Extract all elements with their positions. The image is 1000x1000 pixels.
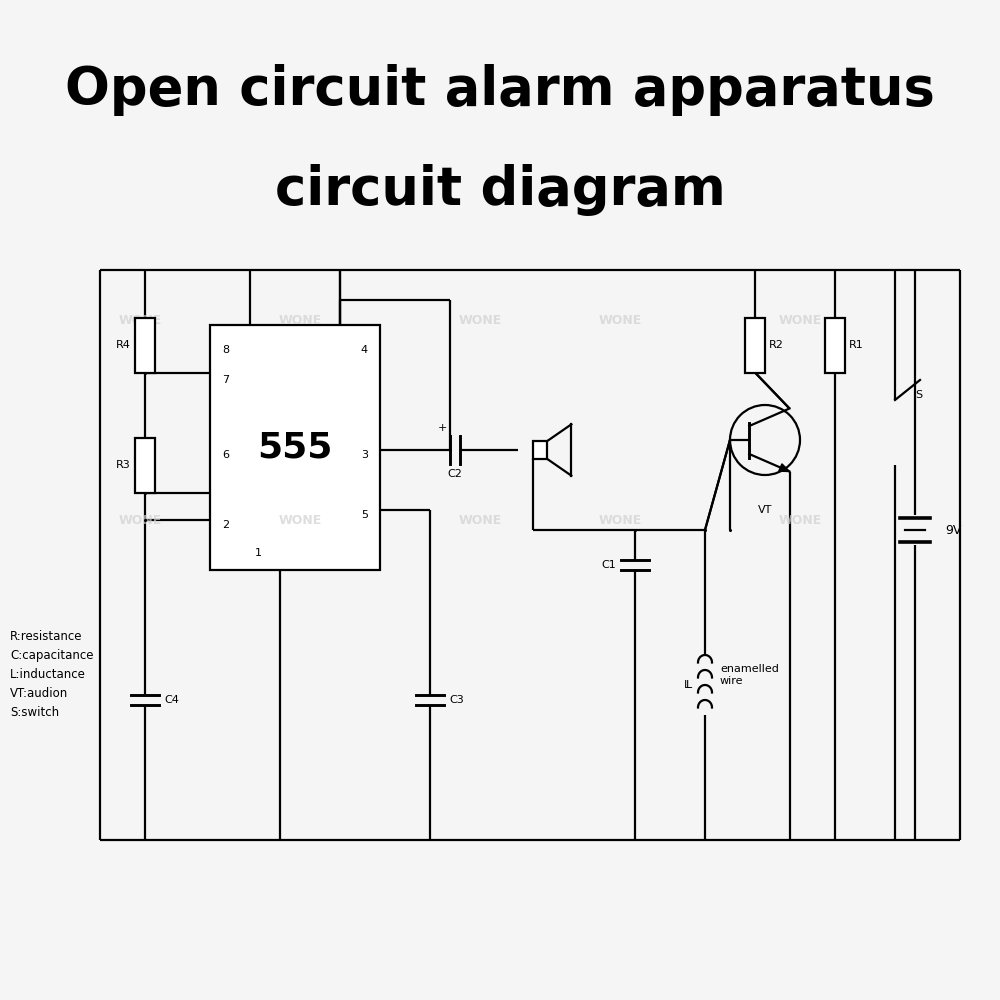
Text: C2: C2 bbox=[448, 469, 462, 479]
Text: R:resistance
C:capacitance
L:inductance
VT:audion
S:switch: R:resistance C:capacitance L:inductance … bbox=[10, 630, 94, 719]
Text: circuit diagram: circuit diagram bbox=[275, 164, 725, 216]
Text: WONE: WONE bbox=[118, 314, 162, 326]
Bar bbox=[825, 318, 845, 372]
Text: C4: C4 bbox=[164, 695, 179, 705]
Text: Open circuit alarm apparatus: Open circuit alarm apparatus bbox=[65, 64, 935, 116]
Text: 2: 2 bbox=[222, 520, 229, 530]
Text: WONE: WONE bbox=[778, 514, 822, 526]
Text: WONE: WONE bbox=[278, 514, 322, 526]
Text: WONE: WONE bbox=[598, 514, 642, 526]
Text: 7: 7 bbox=[222, 375, 229, 385]
Text: WONE: WONE bbox=[118, 514, 162, 526]
Text: 9V: 9V bbox=[945, 524, 961, 536]
Text: 6: 6 bbox=[222, 450, 229, 460]
Polygon shape bbox=[779, 464, 790, 472]
Bar bbox=[135, 438, 155, 492]
Text: C3: C3 bbox=[449, 695, 464, 705]
Text: WONE: WONE bbox=[458, 514, 502, 526]
Text: L: L bbox=[686, 680, 692, 690]
Text: R3: R3 bbox=[116, 460, 131, 470]
Text: R2: R2 bbox=[769, 340, 784, 350]
Text: 3: 3 bbox=[361, 450, 368, 460]
Text: WONE: WONE bbox=[778, 314, 822, 326]
Text: L: L bbox=[684, 680, 690, 690]
Text: 1: 1 bbox=[255, 548, 262, 558]
Text: WONE: WONE bbox=[278, 314, 322, 326]
Bar bbox=[533, 441, 547, 459]
Text: +: + bbox=[438, 423, 447, 433]
Text: 4: 4 bbox=[361, 345, 368, 355]
Bar bbox=[745, 318, 765, 372]
Text: C1: C1 bbox=[601, 560, 616, 570]
Text: WONE: WONE bbox=[458, 314, 502, 326]
Text: R4: R4 bbox=[116, 340, 131, 350]
Text: enamelled
wire: enamelled wire bbox=[720, 664, 779, 686]
Bar bbox=[210, 325, 380, 570]
Text: 555: 555 bbox=[257, 430, 333, 464]
Text: 8: 8 bbox=[222, 345, 229, 355]
Text: VT: VT bbox=[758, 505, 772, 515]
Text: R1: R1 bbox=[849, 340, 864, 350]
Text: S: S bbox=[915, 390, 922, 400]
Text: 5: 5 bbox=[361, 510, 368, 520]
Text: WONE: WONE bbox=[598, 314, 642, 326]
Bar bbox=[135, 318, 155, 372]
